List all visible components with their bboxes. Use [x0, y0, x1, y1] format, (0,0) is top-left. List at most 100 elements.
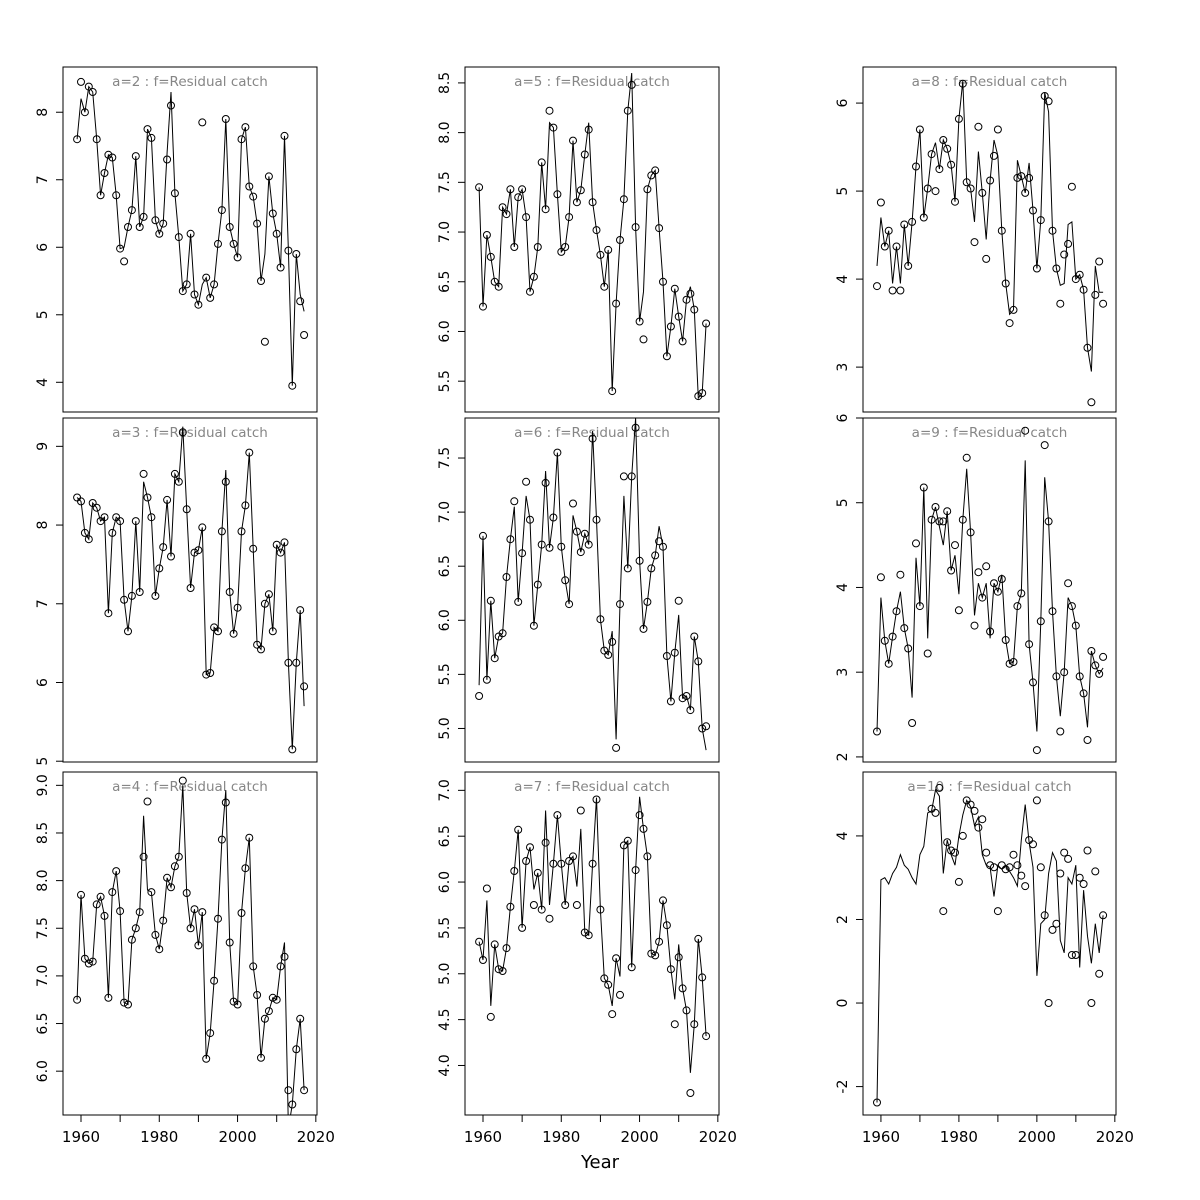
x-tick-label: 2000: [620, 1128, 658, 1146]
observation-point: [202, 1054, 211, 1063]
observation-point: [1083, 736, 1092, 744]
observation-point: [163, 495, 172, 504]
observation-point: [635, 811, 644, 820]
observation-point: [978, 188, 987, 197]
observation-point: [194, 941, 203, 950]
observation-point: [651, 166, 660, 175]
y-tick-label: 6: [835, 99, 851, 108]
observation-point: [896, 570, 905, 579]
observation-point: [576, 806, 585, 815]
observation-point: [241, 123, 250, 132]
observation-point: [990, 863, 998, 872]
panel-title: a=8 : f=Residual catch: [912, 74, 1068, 90]
points-series: [73, 77, 309, 390]
fit-line: [876, 81, 1104, 372]
observation-point: [702, 722, 711, 731]
points-series: [873, 426, 1108, 755]
observation-point: [690, 305, 699, 314]
observation-point: [260, 1014, 269, 1023]
observation-point: [1025, 173, 1034, 182]
points-series: [73, 776, 309, 1109]
observation-point: [537, 158, 546, 167]
panel-a5: a=5 : f=Residual catch 5.5 6.0 6.5 7.0 7.5 8.0…: [437, 66, 720, 413]
x-tick-label: 1960: [464, 1128, 502, 1146]
observation-point: [970, 806, 979, 815]
observation-point: [284, 246, 293, 255]
observation-point: [108, 153, 117, 162]
observation-point: [533, 243, 542, 251]
observation-point: [604, 980, 613, 989]
observation-point: [1040, 911, 1049, 920]
x-tick-label: 2000: [218, 1128, 256, 1146]
observation-point: [541, 205, 550, 214]
observation-point: [206, 669, 215, 677]
x-tick-label: 1980: [140, 1128, 178, 1146]
observation-point: [1075, 270, 1084, 279]
observation-point: [873, 727, 881, 736]
observation-point: [623, 106, 632, 115]
observation-point: [958, 515, 967, 524]
observation-point: [174, 477, 183, 486]
observation-point: [943, 507, 952, 516]
observation-point: [627, 472, 636, 481]
observation-point: [272, 229, 281, 238]
observation-point: [923, 649, 932, 658]
observation-point: [662, 921, 671, 930]
observation-point: [272, 995, 281, 1004]
observation-point: [300, 682, 309, 691]
observation-point: [678, 694, 687, 703]
observation-point: [588, 859, 597, 868]
panel-a7: a=7 : f=Residual catch 4.0 4.5 5.0 5.5 6.0 6.5…: [437, 771, 737, 1146]
observation-point: [264, 590, 273, 599]
y-tick-label: 0: [835, 999, 851, 1008]
observation-point: [77, 890, 85, 899]
observation-point: [666, 965, 675, 974]
observation-point: [202, 670, 211, 679]
observation-point: [260, 599, 269, 608]
observation-point: [127, 206, 136, 215]
observation-point: [1013, 861, 1022, 870]
panel-title: a=4 : f=Residual catch: [112, 779, 268, 795]
observation-point: [947, 160, 956, 169]
observation-point: [1013, 173, 1022, 182]
observation-point: [900, 220, 909, 229]
observation-point: [631, 423, 640, 432]
observation-point: [631, 223, 640, 232]
observation-point: [553, 448, 562, 457]
observation-point: [276, 548, 285, 557]
observation-point: [296, 1014, 305, 1023]
observation-point: [951, 848, 959, 857]
observation-point: [702, 319, 711, 328]
observation-point: [612, 743, 621, 752]
x-tick-label: 2020: [1096, 1128, 1134, 1146]
observation-point: [927, 515, 936, 524]
panel-a2: a=2 : f=Residual catch 4 5 6 7 8: [35, 66, 318, 413]
observation-point: [561, 576, 570, 585]
observation-point: [1048, 925, 1057, 934]
observation-point: [296, 606, 305, 615]
y-tick-label: 4: [835, 583, 851, 592]
observation-point: [225, 223, 234, 231]
observation-point: [194, 300, 203, 309]
observation-point: [900, 624, 909, 633]
observation-point: [268, 993, 277, 1002]
observation-point: [912, 162, 920, 171]
observation-point: [494, 282, 503, 291]
observation-point: [233, 603, 242, 612]
observation-point: [1009, 658, 1018, 666]
observation-point: [674, 953, 683, 962]
observation-point: [635, 317, 644, 326]
y-tick-label: 6.5: [437, 555, 453, 577]
observation-point: [135, 908, 144, 917]
observation-point: [253, 219, 262, 228]
observation-point: [565, 600, 574, 609]
observation-point: [178, 776, 187, 785]
observation-point: [182, 280, 191, 289]
observation-point: [1048, 607, 1057, 616]
observation-point: [997, 861, 1006, 870]
observation-point: [1079, 689, 1088, 698]
panel-a6: a=6 : f=Residual catch 5.0 5.5 6.0 6.5 7.0 7.5: [437, 417, 720, 763]
observation-point: [139, 852, 148, 861]
observation-point: [627, 963, 636, 972]
observation-point: [939, 907, 948, 916]
